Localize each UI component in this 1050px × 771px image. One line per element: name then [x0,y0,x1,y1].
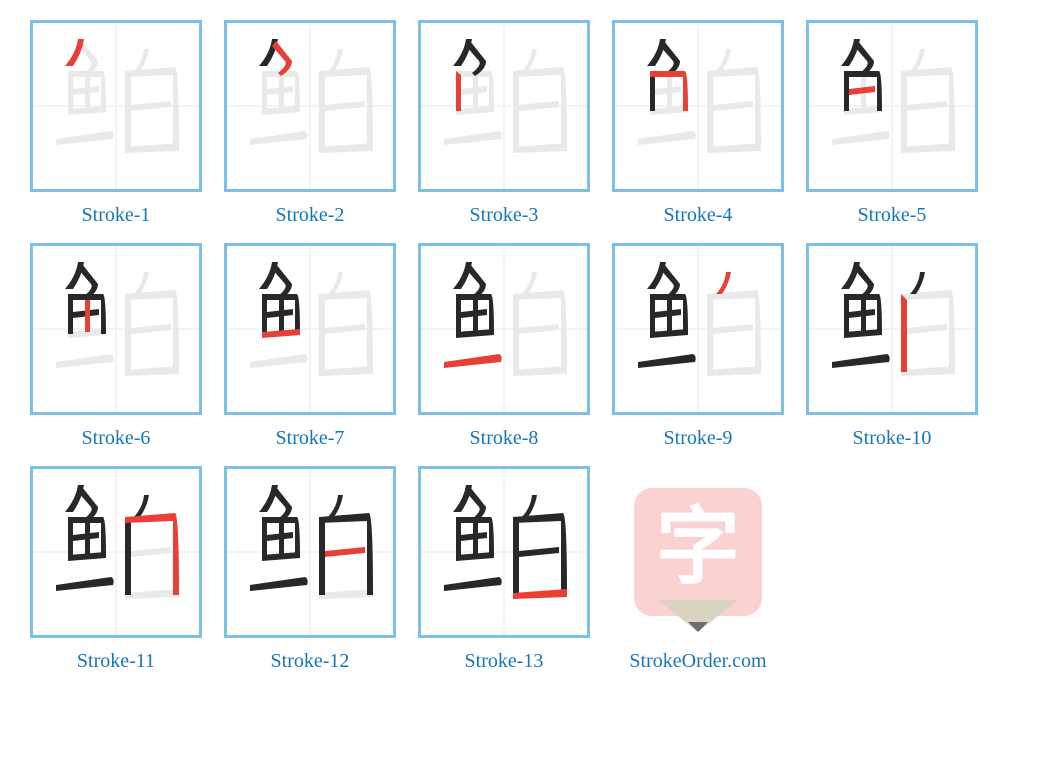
glyph [615,23,781,189]
glyph [421,23,587,189]
stroke-label: Stroke-1 [82,204,151,227]
stroke-tile [418,466,590,638]
glyph [227,469,393,635]
site-logo: 字 [612,466,784,638]
stroke-label: Stroke-12 [271,650,350,673]
stroke-label: Stroke-4 [664,204,733,227]
stroke-cell: Stroke-13 [418,466,590,673]
stroke-order-grid: Stroke-1 Stroke-2 Stroke-3 Stroke-4 Stroke-5… [30,20,1020,673]
glyph [33,23,199,189]
stroke-cell: Stroke-3 [418,20,590,227]
stroke-cell: 字 StrokeOrder.com [612,466,784,673]
stroke-cell: Stroke-8 [418,243,590,450]
stroke-cell: Stroke-1 [30,20,202,227]
stroke-tile [30,466,202,638]
stroke-label: StrokeOrder.com [629,650,766,673]
glyph [421,246,587,412]
stroke-cell: Stroke-7 [224,243,396,450]
stroke-cell: Stroke-9 [612,243,784,450]
stroke-label: Stroke-13 [465,650,544,673]
pencil-lead-icon [688,622,708,632]
glyph [33,246,199,412]
stroke-tile [30,243,202,415]
stroke-cell: Stroke-4 [612,20,784,227]
stroke-tile [224,466,396,638]
stroke-label: Stroke-11 [77,650,155,673]
glyph [227,246,393,412]
stroke-label: Stroke-2 [276,204,345,227]
stroke-tile [418,20,590,192]
stroke-tile [418,243,590,415]
glyph [615,246,781,412]
stroke-label: Stroke-5 [858,204,927,227]
stroke-tile [806,20,978,192]
logo-character: 字 [656,505,740,589]
stroke-label: Stroke-3 [470,204,539,227]
stroke-tile [612,243,784,415]
glyph [33,469,199,635]
stroke-cell: Stroke-5 [806,20,978,227]
stroke-label: Stroke-7 [276,427,345,450]
glyph [227,23,393,189]
stroke-tile [806,243,978,415]
stroke-label: Stroke-10 [853,427,932,450]
glyph [809,23,975,189]
stroke-tile [612,20,784,192]
stroke-cell: Stroke-2 [224,20,396,227]
stroke-cell: Stroke-10 [806,243,978,450]
glyph [809,246,975,412]
stroke-tile [30,20,202,192]
stroke-label: Stroke-6 [82,427,151,450]
stroke-label: Stroke-9 [664,427,733,450]
stroke-label: Stroke-8 [470,427,539,450]
stroke-tile [224,20,396,192]
stroke-cell: Stroke-6 [30,243,202,450]
stroke-cell: Stroke-11 [30,466,202,673]
stroke-tile [224,243,396,415]
glyph [421,469,587,635]
stroke-cell: Stroke-12 [224,466,396,673]
